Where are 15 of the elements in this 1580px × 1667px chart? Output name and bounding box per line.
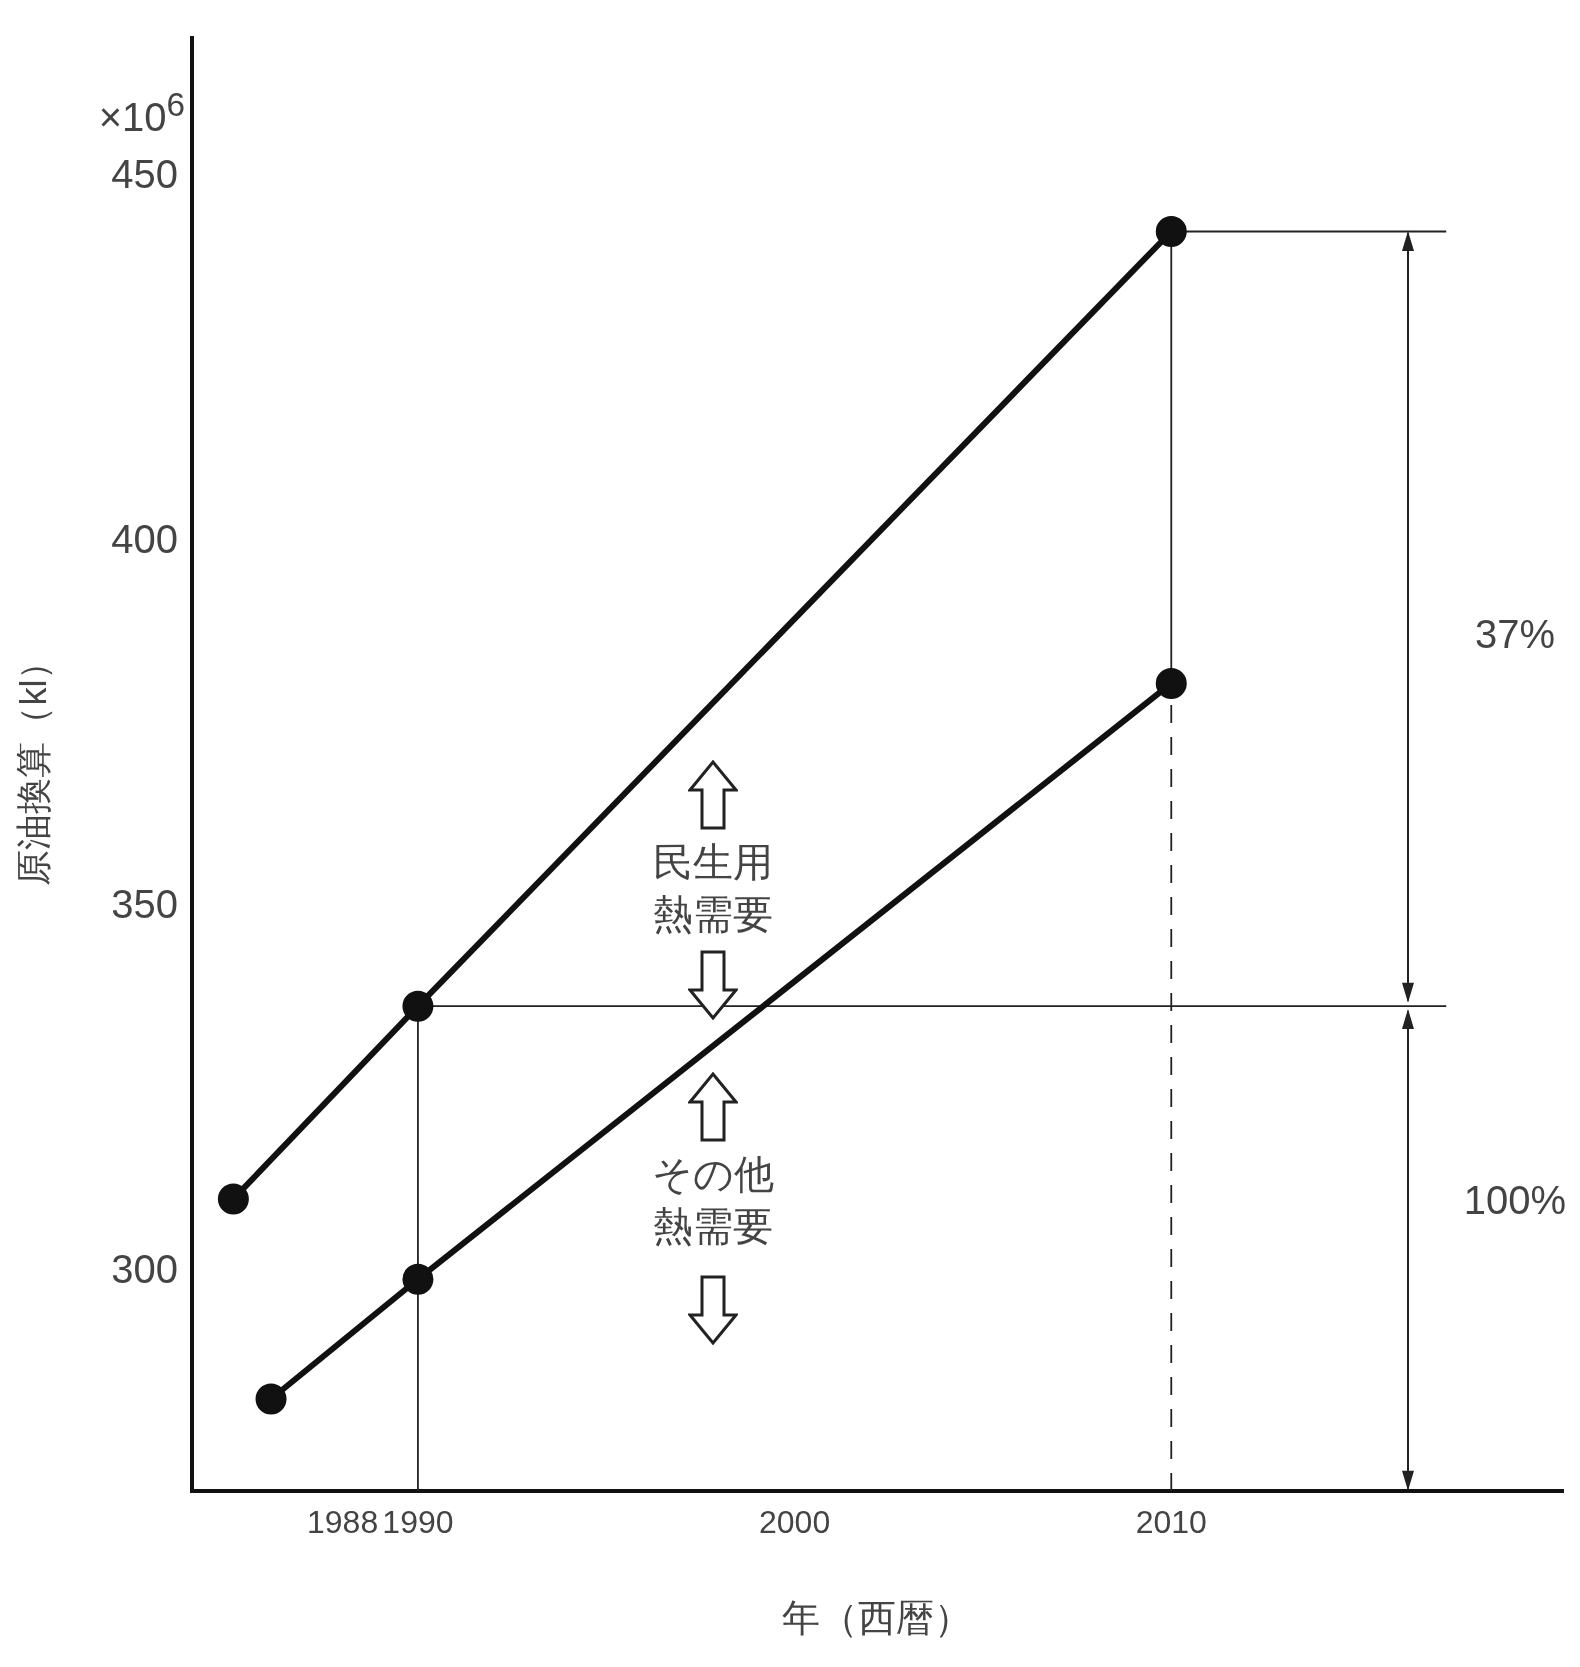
annotation: 37%: [1473, 610, 1557, 658]
annotation: 100%: [1462, 1177, 1568, 1225]
annotation: その他熱需要: [650, 1151, 775, 1251]
y-tick-label: 350: [111, 881, 178, 926]
x-tick-label: 2010: [1135, 1504, 1207, 1541]
y-tick-label: 450: [111, 151, 178, 196]
y-tick-label: 400: [111, 516, 178, 561]
x-tick-label: 2000: [759, 1504, 831, 1541]
y-axis-title: 原油換算（kl）: [12, 643, 54, 886]
x-tick-label: 1988: [307, 1504, 379, 1541]
annotation: 民生用熱需要: [651, 839, 774, 938]
text: ×10$^{6}$: [97, 85, 186, 141]
x-tick-label: 1990: [382, 1504, 454, 1541]
y-tick-label: 300: [111, 1246, 178, 1291]
x-axis-title: 年（西暦）: [782, 1596, 973, 1639]
